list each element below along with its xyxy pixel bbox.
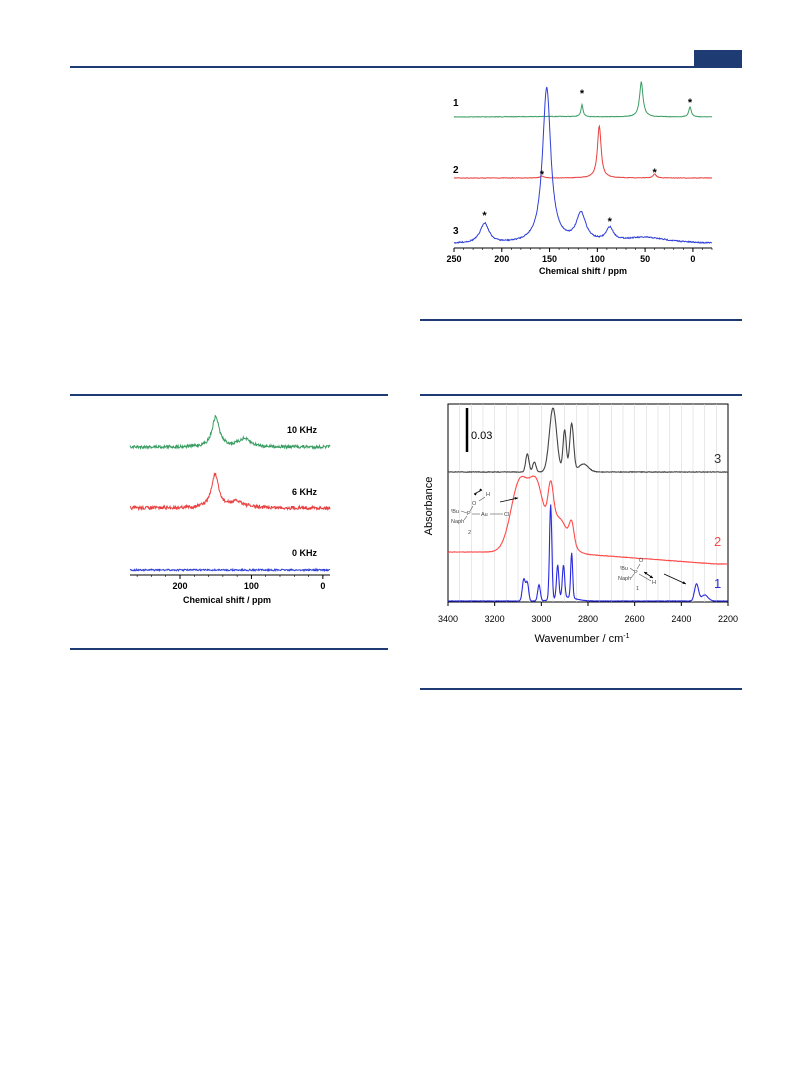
series-label-1: 1 (453, 98, 459, 109)
series-label-0khz: 0 KHz (292, 548, 318, 558)
series-6khz-line (129, 471, 331, 512)
x-tick-label: 0 (690, 254, 695, 264)
sideband-marker: * (608, 216, 613, 228)
x-tick-label: 250 (446, 254, 461, 264)
x-axis-label: Chemical shift / ppm (539, 266, 627, 276)
x-tick-label: 50 (640, 254, 650, 264)
series-3-line (447, 407, 729, 474)
x-tick-label: 2800 (578, 614, 598, 624)
svg-text:P: P (634, 570, 638, 576)
x-tick-label: 2400 (671, 614, 691, 624)
x-tick-label: 3400 (438, 614, 458, 624)
nmr-chart-2: 200 100 0 10 KHz 6 KHz 0 KHz Chemical shif… (129, 414, 331, 605)
x-axis-label: Wavenumber / cm-1 (534, 633, 629, 645)
caption-rule-right-bottom (420, 688, 742, 690)
x-tick-label: 150 (542, 254, 557, 264)
series-2-line (453, 124, 713, 179)
svg-text:P: P (467, 511, 471, 517)
x-tick-label: 100 (244, 581, 259, 591)
series-3-line (453, 86, 713, 245)
caption-rule-right-mid (420, 394, 742, 396)
caption-rule-left-bottom (70, 648, 388, 650)
series-label-3: 3 (714, 451, 721, 466)
sideband-marker: * (482, 210, 487, 222)
caption-rule-right-top (420, 319, 742, 321)
svg-text:Naph: Naph (618, 576, 631, 582)
svg-text:Cl: Cl (504, 512, 509, 518)
svg-text:ᵗBu: ᵗBu (451, 508, 459, 515)
header-rule (70, 66, 742, 68)
x-tick-label: 200 (172, 581, 187, 591)
series-2-line (447, 475, 729, 565)
series-0khz-line (129, 567, 331, 573)
svg-text:H: H (652, 580, 656, 586)
series-label-6khz: 6 KHz (292, 487, 318, 497)
structure-2-inset: ᵗBu Naph P O H Au Cl 2 (451, 488, 519, 536)
x-tick-label: 0 (320, 581, 325, 591)
x-tick-label: 3200 (485, 614, 505, 624)
x-tick-label: 200 (494, 254, 509, 264)
x-axis-label: Chemical shift / ppm (183, 595, 271, 605)
series-label-10khz: 10 KHz (287, 425, 318, 435)
svg-text:H: H (486, 492, 490, 498)
series-10khz-line (129, 414, 331, 451)
ir-chart: 3400 3200 3000 2800 2600 2400 2200 0.03 3 2 1 … (423, 403, 738, 645)
header-tab (694, 50, 742, 66)
sideband-marker: * (688, 97, 693, 109)
svg-text:1: 1 (636, 586, 639, 592)
series-label-2: 2 (453, 165, 459, 176)
svg-text:O: O (472, 501, 477, 507)
series-label-2: 2 (714, 534, 721, 549)
x-tick-label: 2600 (625, 614, 645, 624)
x-tick-label: 100 (590, 254, 605, 264)
series-1-line (447, 504, 729, 602)
y-axis-label: Absorbance (423, 477, 435, 536)
series-label-1: 1 (714, 576, 721, 591)
svg-text:O: O (639, 558, 644, 564)
x-tick-label: 3000 (531, 614, 551, 624)
svg-text:ᵗBu: ᵗBu (620, 565, 628, 572)
series-label-3: 3 (453, 226, 459, 237)
structure-1-inset: ᵗBu Naph P O H 1 (618, 558, 687, 592)
nmr-chart-1: 250 200 150 100 50 0 * * * * * * 1 2 3 Chemical sh… (446, 81, 713, 276)
sideband-marker: * (653, 167, 658, 179)
svg-text:2: 2 (468, 530, 471, 536)
series-1-line (453, 81, 713, 118)
sideband-marker: * (540, 169, 545, 181)
x-tick-label: 2200 (718, 614, 738, 624)
sideband-marker: * (580, 88, 585, 100)
scale-bar-label: 0.03 (471, 430, 492, 442)
svg-text:Naph: Naph (451, 519, 464, 525)
caption-rule-left-top (70, 394, 388, 396)
svg-text:Au: Au (481, 512, 488, 518)
